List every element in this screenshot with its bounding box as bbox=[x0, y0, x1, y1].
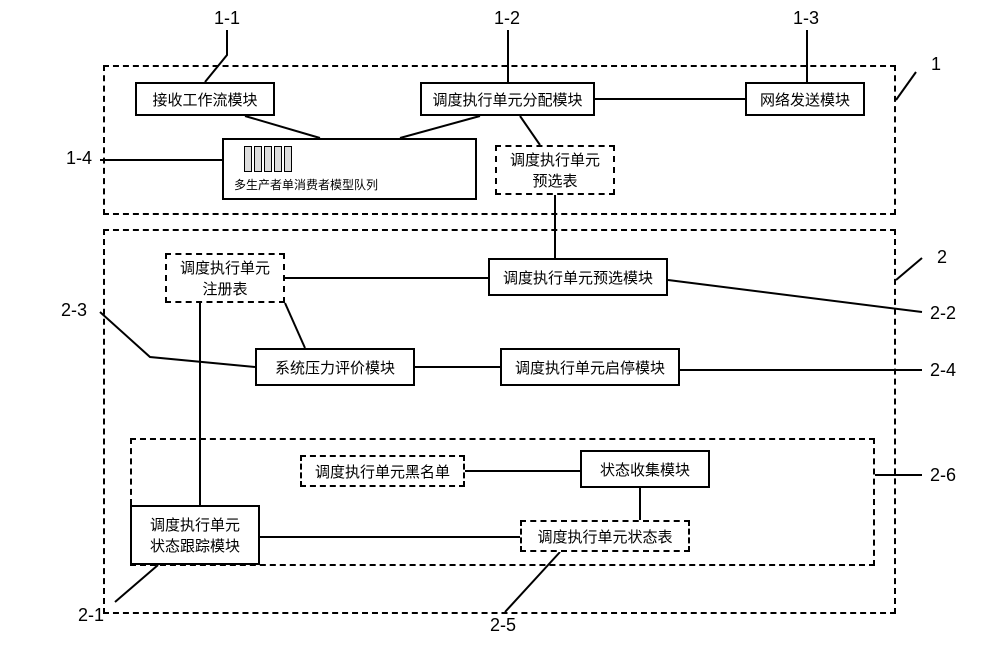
queue-caption: 多生产者单消费者模型队列 bbox=[234, 176, 378, 193]
box-queue: 多生产者单消费者模型队列 bbox=[222, 138, 477, 200]
callout-2-4: 2-4 bbox=[930, 360, 956, 381]
box-label: 调度执行单元黑名单 bbox=[315, 461, 450, 482]
callout-2-3: 2-3 bbox=[61, 300, 87, 321]
callout-2-2: 2-2 bbox=[930, 303, 956, 324]
box-label: 调度执行单元预选表 bbox=[510, 149, 600, 191]
box-status-collect: 状态收集模块 bbox=[580, 450, 710, 488]
box-label: 网络发送模块 bbox=[760, 89, 850, 110]
callout-1-3: 1-3 bbox=[793, 8, 819, 29]
box-dispatch-alloc: 调度执行单元分配模块 bbox=[420, 82, 595, 116]
callout-2: 2 bbox=[937, 247, 947, 268]
callout-2-6: 2-6 bbox=[930, 465, 956, 486]
box-label: 调度执行单元分配模块 bbox=[432, 89, 582, 110]
box-status-track: 调度执行单元状态跟踪模块 bbox=[130, 505, 260, 565]
box-blacklist: 调度执行单元黑名单 bbox=[300, 455, 465, 487]
box-label: 系统压力评价模块 bbox=[275, 357, 395, 378]
box-label: 接收工作流模块 bbox=[152, 89, 257, 110]
callout-2-5: 2-5 bbox=[490, 615, 516, 636]
box-register-table: 调度执行单元注册表 bbox=[165, 253, 285, 303]
box-label: 调度执行单元状态跟踪模块 bbox=[150, 514, 240, 556]
box-start-stop: 调度执行单元启停模块 bbox=[500, 348, 680, 386]
box-preselect-table: 调度执行单元预选表 bbox=[495, 145, 615, 195]
callout-1-1: 1-1 bbox=[214, 8, 240, 29]
box-label: 调度执行单元注册表 bbox=[180, 257, 270, 299]
box-label: 调度执行单元预选模块 bbox=[503, 267, 653, 288]
callout-1-4: 1-4 bbox=[66, 148, 92, 169]
box-network-send: 网络发送模块 bbox=[745, 82, 865, 116]
box-receive-workflow: 接收工作流模块 bbox=[135, 82, 275, 116]
box-preselect-module: 调度执行单元预选模块 bbox=[488, 258, 668, 296]
box-label: 调度执行单元状态表 bbox=[537, 526, 672, 547]
callout-1-2: 1-2 bbox=[494, 8, 520, 29]
box-label: 状态收集模块 bbox=[600, 459, 690, 480]
box-pressure-eval: 系统压力评价模块 bbox=[255, 348, 415, 386]
callout-1: 1 bbox=[931, 54, 941, 75]
callout-2-1: 2-1 bbox=[78, 605, 104, 626]
box-status-table: 调度执行单元状态表 bbox=[520, 520, 690, 552]
queue-bars-icon bbox=[244, 146, 292, 172]
box-label: 调度执行单元启停模块 bbox=[515, 357, 665, 378]
